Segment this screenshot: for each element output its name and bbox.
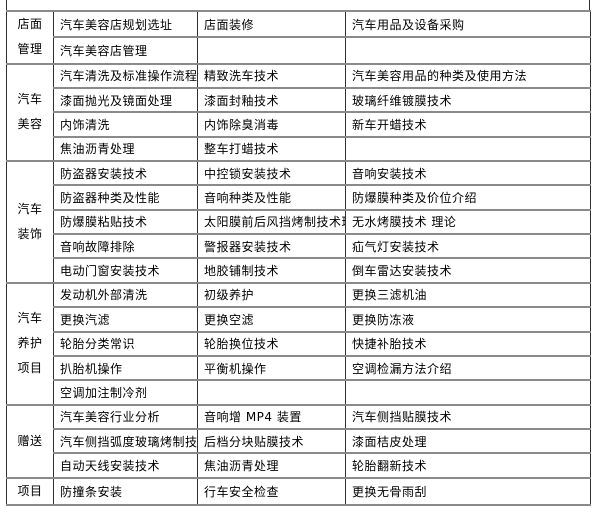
category-cell-gift: 赠送: [6, 403, 54, 479]
table-row: 汽车 美容 汽车清洗及标准操作流程 精致洗车技术 汽车美容用品的种类及使用方法: [6, 62, 591, 163]
course-cell: 漆面桔皮处理: [345, 427, 591, 455]
course-cell: 汽车清洗及标准操作流程: [53, 62, 198, 90]
course-cell: [197, 379, 346, 406]
course-cell: 店面装修: [197, 9, 346, 39]
course-cell: 汽车美容行业分析: [53, 403, 198, 430]
course-cell: 更换汽滤: [53, 306, 198, 333]
course-cell: 太阳膜前后风挡烤制技术理论: [197, 208, 346, 236]
course-cell: 音响安装技术: [345, 160, 591, 187]
table-row: 轮胎分类常识 轮胎换位技术 快捷补胎技术: [7, 330, 591, 357]
table-row: 汽车 装饰 防盗器安装技术 中控锁安装技术 音响安装技术: [6, 160, 591, 284]
course-cell: 焦油沥青处理: [53, 135, 198, 163]
course-cell: 整车打蜡技术: [197, 135, 346, 163]
course-table: 店面 管理 汽车美容店规划选址 店面装修 汽车用品及设备采购 汽车美容店管理 汽…: [6, 9, 591, 507]
course-cell: 初级养护: [197, 281, 346, 309]
table-row: 赠送 汽车美容行业分析 音响增 MP4 装置 汽车侧挡贴膜技术: [6, 403, 591, 479]
cutoff-row-left-border: [6, 0, 7, 11]
category-cell-car-beauty: 汽车 美容: [6, 62, 54, 163]
course-cell: 更换三滤机油: [345, 281, 591, 309]
course-cell: 防盗器种类及性能: [53, 184, 198, 211]
category-cell-car-decoration: 汽车 装饰: [6, 160, 54, 284]
course-cell: 轮胎翻新技术: [345, 452, 591, 479]
course-cell: 防盗器安装技术: [53, 160, 198, 187]
course-cell: 地胶铺制技术: [197, 257, 346, 284]
course-cell: 无水烤膜技术 理论: [345, 208, 591, 236]
course-cell: 平衡机操作: [197, 354, 346, 382]
course-cell: 汽车用品及设备采购: [345, 9, 591, 39]
course-cell: [345, 36, 591, 65]
category-cell-gift-items: 项目: [6, 476, 54, 507]
table-row: 焦油沥青处理 整车打蜡技术: [7, 135, 591, 163]
course-cell: 电动门窗安装技术: [53, 257, 198, 284]
course-cell: 更换无骨雨刮: [345, 476, 591, 507]
course-cell: 玻璃纤维镀膜技术: [345, 87, 591, 114]
table-row: 更换汽滤 更换空滤 更换防冻液: [7, 306, 591, 333]
course-cell: 行车安全检查: [197, 476, 346, 507]
course-cell: 更换防冻液: [345, 306, 591, 333]
table-row: 扒胎机操作 平衡机操作 空调检漏方法介绍: [7, 354, 591, 382]
course-cell: [197, 36, 346, 65]
course-cell: 轮胎分类常识: [53, 330, 198, 357]
course-cell: 扒胎机操作: [53, 354, 198, 382]
course-cell: 汽车美容用品的种类及使用方法: [345, 62, 591, 90]
course-cell: 汽车美容店管理: [53, 36, 198, 65]
course-cell: [345, 135, 591, 163]
course-cell: 快捷补胎技术: [345, 330, 591, 357]
table-row: 店面 管理 汽车美容店规划选址 店面装修 汽车用品及设备采购: [6, 9, 591, 65]
course-cell: 警报器安装技术: [197, 233, 346, 260]
cutoff-row-right-border: [589, 0, 590, 11]
course-cell: 防撞条安装: [53, 476, 198, 507]
table-row: 音响故障排除 警报器安装技术 疝气灯安装技术: [7, 233, 591, 260]
course-cell: 自动天线安装技术: [53, 452, 198, 479]
course-cell: 汽车侧挡贴膜技术: [345, 403, 591, 430]
course-cell: 音响种类及性能: [197, 184, 346, 211]
course-cell: 更换空滤: [197, 306, 346, 333]
category-cell-store-management: 店面 管理: [6, 10, 54, 65]
course-cell: 漆面抛光及镜面处理: [53, 87, 198, 114]
table-row: 电动门窗安装技术 地胶铺制技术 倒车雷达安装技术: [7, 257, 591, 284]
course-cell: 空调加注制冷剂: [53, 379, 198, 406]
course-cell: 轮胎换位技术: [197, 330, 346, 357]
table-row: 内饰清洗 内饰除臭消毒 新车开蜡技术: [7, 111, 591, 138]
course-cell: 音响增 MP4 装置: [197, 403, 346, 430]
course-cell: 防爆膜粘贴技术: [53, 208, 198, 236]
table-row: 空调加注制冷剂: [7, 379, 591, 406]
table-row: 汽车美容店管理: [7, 36, 591, 65]
table-row: 汽车侧挡弧度玻璃烤制技术 后档分块贴膜技术 漆面桔皮处理: [7, 427, 591, 455]
table-row: 自动天线安装技术 焦油沥青处理 轮胎翻新技术: [7, 452, 591, 479]
course-cell: 音响故障排除: [53, 233, 198, 260]
course-cell: 发动机外部清洗: [53, 281, 198, 309]
course-cell: 新车开蜡技术: [345, 111, 591, 138]
course-cell: 防爆膜种类及价位介绍: [345, 184, 591, 211]
course-cell: 漆面封釉技术: [197, 87, 346, 114]
course-cell: 精致洗车技术: [197, 62, 346, 90]
course-cell: 中控锁安装技术: [197, 160, 346, 187]
course-cell: 汽车侧挡弧度玻璃烤制技术: [53, 427, 198, 455]
table-row: 漆面抛光及镜面处理 漆面封釉技术 玻璃纤维镀膜技术: [7, 87, 591, 114]
course-cell: 倒车雷达安装技术: [345, 257, 591, 284]
course-cell: 疝气灯安装技术: [345, 233, 591, 260]
course-cell: 后档分块贴膜技术: [197, 427, 346, 455]
table-row: 项目 防撞条安装 行车安全检查 更换无骨雨刮: [6, 476, 591, 507]
course-cell: 汽车美容店规划选址: [53, 9, 198, 39]
course-cell: 焦油沥青处理: [197, 452, 346, 479]
table-row: 防盗器种类及性能 音响种类及性能 防爆膜种类及价位介绍: [7, 184, 591, 211]
course-cell: [345, 379, 591, 406]
table-row: 汽车 养护 项目 发动机外部清洗 初级养护 更换三滤机油: [6, 281, 591, 406]
table-row: 防爆膜粘贴技术 太阳膜前后风挡烤制技术理论 无水烤膜技术 理论: [7, 208, 591, 236]
course-cell: 内饰清洗: [53, 111, 198, 138]
category-cell-car-care: 汽车 养护 项目: [6, 281, 54, 406]
course-cell: 内饰除臭消毒: [197, 111, 346, 138]
course-cell: 空调检漏方法介绍: [345, 354, 591, 382]
